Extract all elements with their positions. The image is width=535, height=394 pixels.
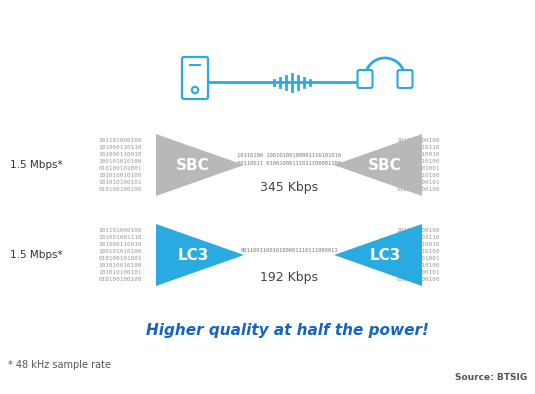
Text: 101101000100
101001001110
101000110010
100101010100
010100101001
101010010100
10: 101101000100 101001001110 101000110010 1…	[396, 228, 440, 282]
Polygon shape	[156, 224, 244, 286]
Text: 192 Kbps: 192 Kbps	[260, 271, 318, 284]
Polygon shape	[334, 134, 422, 196]
Text: SBC: SBC	[176, 158, 210, 173]
Text: * 48 kHz sample rate: * 48 kHz sample rate	[8, 360, 111, 370]
Text: 1.5 Mbps*: 1.5 Mbps*	[10, 160, 63, 170]
FancyBboxPatch shape	[398, 70, 412, 88]
FancyBboxPatch shape	[357, 70, 372, 88]
Text: 10110100 10010100100001110101010: 10110100 10010100100001110101010	[237, 152, 341, 158]
Polygon shape	[156, 134, 244, 196]
Text: LC3: LC3	[177, 247, 209, 262]
Text: 001100110010100001110111000011: 001100110010100001110111000011	[240, 247, 338, 253]
Text: LC3: LC3	[369, 247, 401, 262]
Text: 101101000100
101000110110
101000110010
100101010100
010100101001
101010010100
10: 101101000100 101000110110 101000110010 1…	[98, 138, 142, 192]
Text: 345 Kbps: 345 Kbps	[260, 180, 318, 193]
Text: 00110011 01001000111011100001100: 00110011 01001000111011100001100	[237, 160, 341, 165]
Text: 101101000100
101000110110
101000110010
100101010100
010100101001
101010010100
10: 101101000100 101000110110 101000110010 1…	[396, 138, 440, 192]
Polygon shape	[334, 224, 422, 286]
Text: 101101000100
101001001110
101000110010
100101010100
010100101001
101010010100
10: 101101000100 101001001110 101000110010 1…	[98, 228, 142, 282]
Text: Source: BTSIG: Source: BTSIG	[455, 374, 527, 383]
Text: Higher quality at half the power!: Higher quality at half the power!	[146, 323, 429, 338]
Text: SBC: SBC	[368, 158, 402, 173]
FancyBboxPatch shape	[182, 57, 208, 99]
Text: 1.5 Mbps*: 1.5 Mbps*	[10, 250, 63, 260]
